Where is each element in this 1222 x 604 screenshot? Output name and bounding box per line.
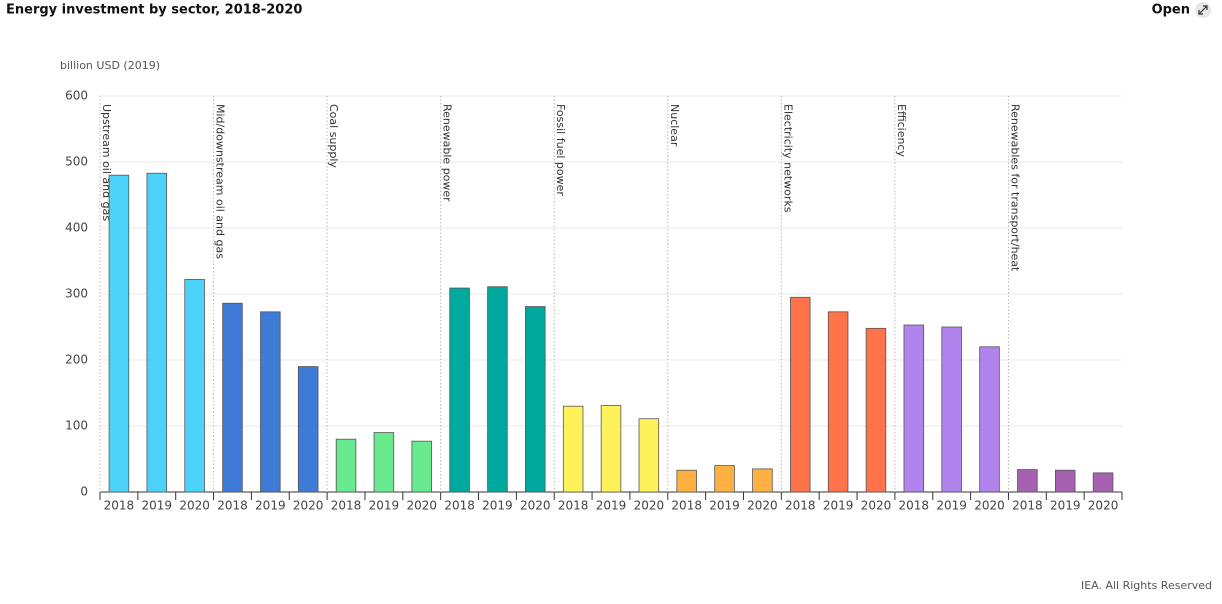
bar [941,326,962,493]
bar [790,296,811,493]
x-tick-label: 2020 [1088,499,1119,513]
x-tick-label: 2018 [1012,499,1043,513]
bar [411,440,432,493]
bar [903,324,925,493]
x-tick-label: 2018 [558,499,589,513]
x-tick-label: 2019 [823,499,854,513]
bar [184,279,205,493]
y-tick-label: 600 [65,89,88,103]
bar [449,287,470,493]
x-tick-label: 2018 [217,499,248,513]
y-tick-label: 200 [65,353,88,367]
x-tick-label: 2019 [1050,499,1081,513]
x-tick-label: 2018 [331,499,362,513]
bar [297,366,319,493]
bar [222,302,243,493]
chart-title: Energy investment by sector, 2018-2020 [6,3,302,18]
bar [335,438,357,493]
x-tick-label: 2018 [671,499,702,513]
open-button[interactable]: Open [1152,2,1211,18]
bar [638,418,660,493]
bar [108,174,130,493]
x-tick-label: 2019 [482,499,513,513]
bar [714,465,735,493]
footer: IEA. All Rights Reserved [1081,579,1212,592]
x-tick-label: 2018 [104,499,135,513]
bar [487,286,508,493]
y-tick-label: 100 [65,419,88,433]
bar [979,346,1000,493]
group-label: Efficiency [895,104,908,157]
group-label: Renewable power [441,104,454,202]
bar [752,468,773,493]
x-tick-label: 2020 [634,499,665,513]
x-tick-label: 2020 [179,499,210,513]
bar [1054,469,1076,493]
group-label: Electricity networks [781,104,794,213]
bar [1017,469,1038,493]
bar [600,405,622,493]
bar [562,405,584,493]
x-tick-label: 2019 [369,499,400,513]
bar [146,172,168,493]
y-tick-label: 0 [80,485,88,499]
x-tick-label: 2020 [747,499,778,513]
group-label: Renewables for transport/heat [1008,104,1021,272]
bar [260,311,281,493]
y-tick-label: 300 [65,287,88,301]
x-tick-label: 2020 [293,499,324,513]
x-tick-label: 2019 [142,499,173,513]
group-label: Mid/downstream oil and gas [214,104,227,259]
x-tick-label: 2020 [974,499,1005,513]
x-tick-label: 2018 [785,499,816,513]
group-label: Nuclear [668,104,681,147]
group-label: Fossil fuel power [554,104,567,196]
group-label: Coal supply [327,104,340,168]
y-axis-label: billion USD (2019) [60,59,160,72]
x-tick-label: 2020 [520,499,551,513]
y-tick-label: 400 [65,221,88,235]
x-tick-label: 2019 [255,499,286,513]
open-label[interactable]: Open [1152,3,1190,18]
bar [827,311,849,493]
bar [1092,472,1114,493]
x-tick-label: 2018 [899,499,930,513]
bar [865,327,887,493]
x-tick-label: 2019 [709,499,740,513]
x-tick-label: 2020 [406,499,437,513]
bar [525,306,546,493]
bar [373,432,395,493]
x-tick-label: 2020 [861,499,892,513]
x-tick-label: 2019 [936,499,967,513]
bar [676,469,697,493]
x-tick-label: 2018 [444,499,475,513]
y-tick-label: 500 [65,155,88,169]
open-arrow [1198,5,1208,15]
x-tick-label: 2019 [596,499,627,513]
